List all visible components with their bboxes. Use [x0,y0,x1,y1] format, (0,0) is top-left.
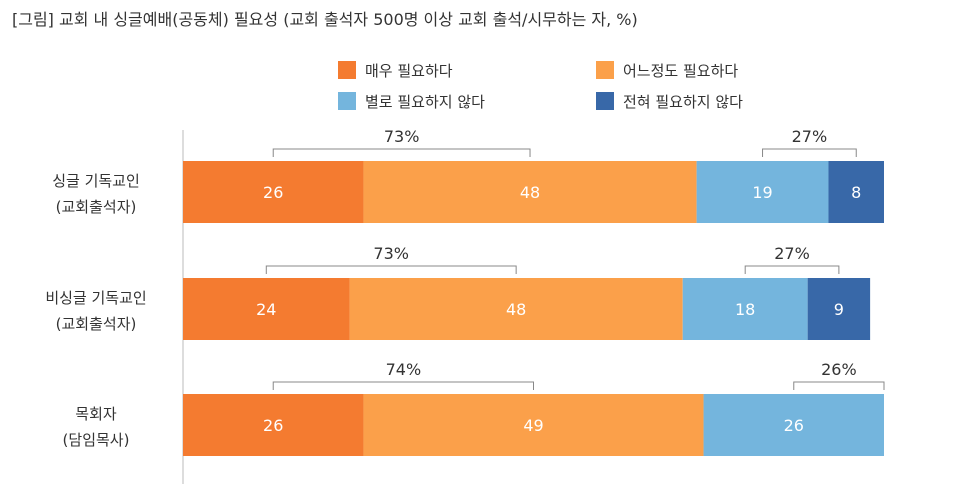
positive-bracket-1 [265,265,517,274]
legend-swatch-3 [596,92,614,110]
bar-value-label-1-3: 9 [834,300,844,319]
legend-label-2: 별로 필요하지 않다 [365,93,485,111]
positive-bracket-2 [272,381,534,390]
bar-segment-0-2 [696,161,829,223]
category-label-1-line2: (교회출석자) [56,315,137,333]
bar-value-label-1-0: 24 [256,300,276,319]
negative-bracket-1 [744,265,840,274]
bar-segment-2-1 [363,394,704,456]
bar-segment-2-0 [183,394,364,456]
bar-value-label-0-1: 48 [520,183,540,202]
negative-bracket-0 [762,148,857,157]
bar-value-label-2-1: 49 [523,416,543,435]
negative-bracket-2 [793,381,885,390]
legend-label-1: 어느정도 필요하다 [623,62,738,80]
positive-total-label-0: 73% [384,127,420,146]
legend-label-3: 전혀 필요하지 않다 [623,93,743,111]
bar-value-label-2-2: 26 [784,416,804,435]
chart-title: [그림] 교회 내 싱글예배(공동체) 필요성 (교회 출석자 500명 이상 … [12,10,638,29]
category-label-0-line1: 싱글 기독교인 [52,172,140,190]
legend-swatch-2 [338,92,356,110]
category-label-0-line2: (교회출석자) [56,198,137,216]
negative-total-label-0: 27% [792,127,828,146]
positive-total-label-1: 73% [373,244,409,263]
bar-segment-0-1 [363,161,697,223]
bar-segment-1-0 [183,278,350,340]
bar-value-label-2-0: 26 [263,416,283,435]
category-label-2-line2: (담임목사) [63,431,130,449]
category-label-2-line1: 목회자 [75,405,117,423]
legend-label-0: 매우 필요하다 [365,62,453,80]
bar-segment-0-0 [183,161,364,223]
bar-value-label-0-0: 26 [263,183,283,202]
bar-segment-0-3 [828,161,884,223]
negative-total-label-2: 26% [821,360,857,379]
bar-segment-1-1 [349,278,683,340]
legend-swatch-1 [596,61,614,79]
positive-total-label-2: 74% [386,360,422,379]
bar-value-label-1-2: 18 [735,300,755,319]
bar-segment-2-2 [703,394,884,456]
bar-value-label-1-1: 48 [506,300,526,319]
negative-total-label-1: 27% [774,244,810,263]
bar-value-label-0-2: 19 [752,183,772,202]
bar-segment-1-3 [807,278,871,340]
bar-segment-1-2 [682,278,808,340]
positive-bracket-0 [272,148,531,157]
legend-swatch-0 [338,61,356,79]
category-label-1-line1: 비싱글 기독교인 [45,289,146,307]
bar-value-label-0-3: 8 [851,183,861,202]
